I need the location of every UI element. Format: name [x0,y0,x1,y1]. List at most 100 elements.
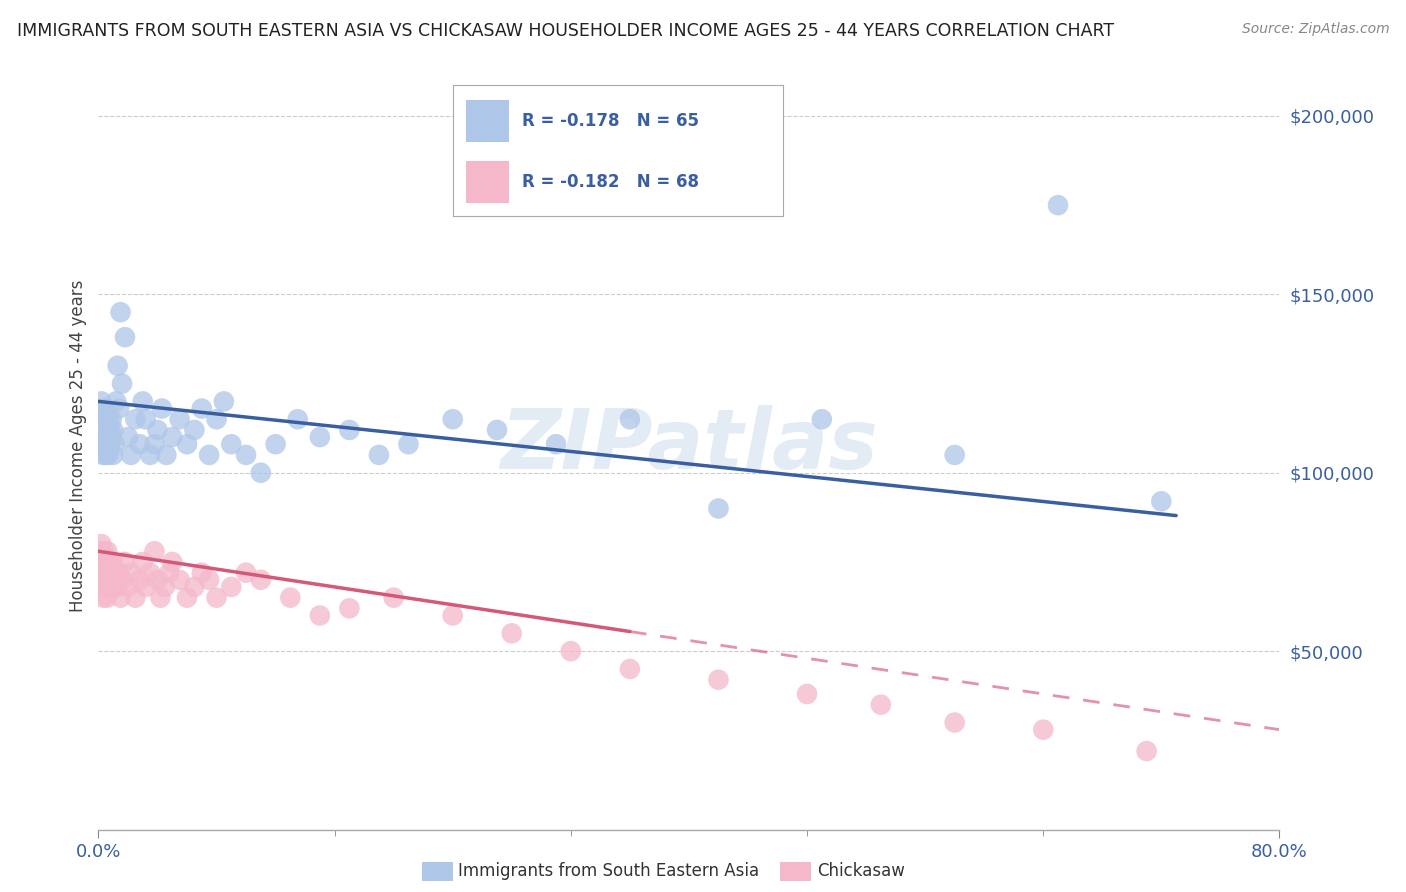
Point [176,437,198,451]
Point [250,466,273,480]
Point [162,430,183,444]
Point [100,430,122,444]
Point [90,394,112,409]
Point [149,591,172,605]
Point [205,412,228,426]
Point [183,580,205,594]
Point [235,448,257,462]
Point [97,555,120,569]
Point [104,437,127,451]
Point [1046,198,1070,212]
Point [105,573,128,587]
Point [98,580,121,594]
Point [91,591,114,605]
Point [287,412,309,426]
Point [89,544,111,558]
Point [155,448,177,462]
Point [103,555,125,569]
Point [120,566,142,580]
Point [94,423,117,437]
Point [96,591,118,605]
Point [97,573,120,587]
Point [546,437,568,451]
Point [132,555,155,569]
Point [96,437,118,451]
Point [120,448,142,462]
Point [89,412,111,426]
Point [143,437,166,451]
Point [1136,744,1159,758]
Text: Source: ZipAtlas.com: Source: ZipAtlas.com [1241,22,1389,37]
Point [111,376,134,391]
Point [796,687,818,701]
Point [108,401,131,416]
Point [111,573,134,587]
Point [90,437,112,451]
Point [132,394,155,409]
Point [205,591,228,605]
Point [105,394,128,409]
Point [486,423,509,437]
Point [1032,723,1054,737]
Point [98,566,121,580]
Point [93,437,115,451]
Point [128,437,150,451]
Point [94,573,117,587]
Point [143,544,166,558]
Y-axis label: Householder Income Ages 25 - 44 years: Householder Income Ages 25 - 44 years [69,280,87,612]
Point [560,644,582,658]
Point [309,430,332,444]
Point [707,673,730,687]
Point [339,423,361,437]
Point [198,573,221,587]
Point [94,448,117,462]
Point [619,412,641,426]
Point [1150,494,1173,508]
Point [108,566,131,580]
Point [183,423,205,437]
Point [91,401,114,416]
Point [169,412,191,426]
Point [191,566,214,580]
Point [810,412,832,426]
Point [235,566,257,580]
Point [96,544,118,558]
Point [97,580,120,594]
Point [153,580,176,594]
Point [107,580,129,594]
Point [943,715,966,730]
Point [157,566,180,580]
Point [90,580,112,594]
Point [162,555,183,569]
Point [110,591,132,605]
Point [250,573,273,587]
Point [94,401,117,416]
Point [110,305,132,319]
Point [98,437,121,451]
Point [619,662,641,676]
Point [91,573,114,587]
Point [146,573,169,587]
Point [114,555,136,569]
Point [212,394,235,409]
Point [97,412,120,426]
Point [96,566,118,580]
Point [98,555,121,569]
Point [93,566,115,580]
Point [221,580,243,594]
Text: ZIPatlas: ZIPatlas [501,406,877,486]
Text: Chickasaw: Chickasaw [817,863,905,880]
Point [368,448,391,462]
Point [98,423,121,437]
Point [139,566,162,580]
Point [339,601,361,615]
Point [93,544,115,558]
Point [96,430,118,444]
Point [221,437,243,451]
Point [117,580,139,594]
Point [191,401,214,416]
Point [135,580,157,594]
Point [139,448,162,462]
Point [100,412,122,426]
Point [176,591,198,605]
